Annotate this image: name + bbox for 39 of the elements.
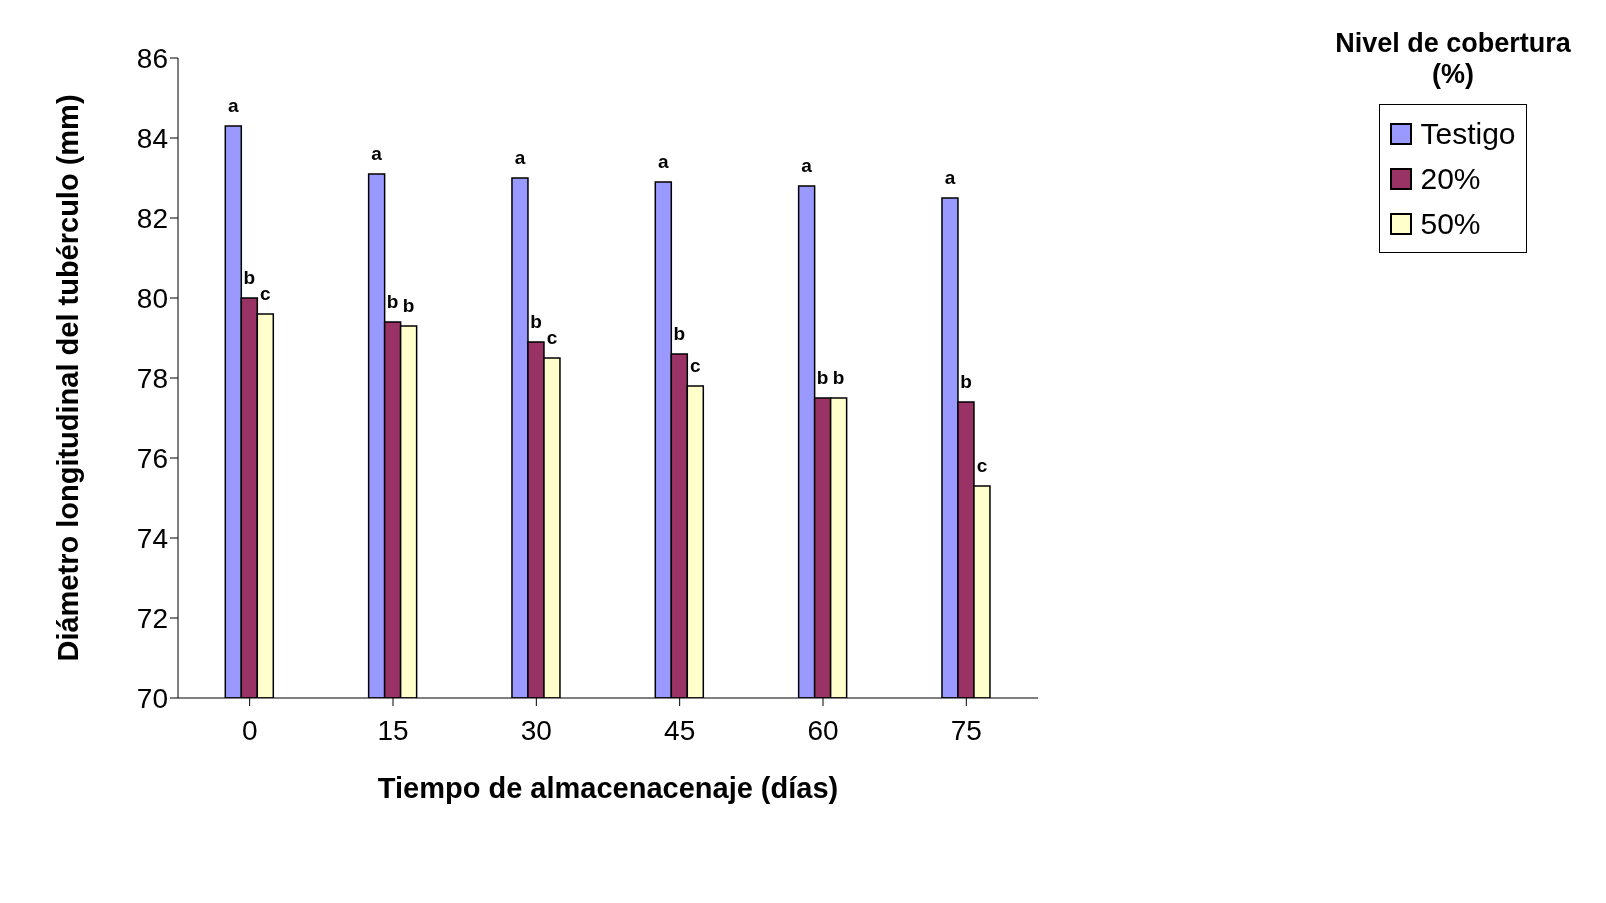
x-tick-label: 75 bbox=[950, 714, 982, 746]
data-label: b bbox=[832, 367, 845, 388]
y-tick-label: 76 bbox=[136, 442, 168, 474]
data-label: b bbox=[243, 267, 256, 288]
x-axis-title: Tiempo de almacenacenaje (días) bbox=[377, 772, 839, 804]
data-label: b bbox=[530, 311, 542, 332]
y-tick-label: 82 bbox=[136, 202, 168, 234]
data-label: c bbox=[260, 283, 272, 304]
legend-title: Nivel de cobertura (%) bbox=[1334, 28, 1572, 90]
data-label: b bbox=[960, 371, 972, 392]
x-tick-label: 0 bbox=[241, 714, 258, 746]
y-tick-label: 86 bbox=[136, 42, 168, 74]
x-tick-label: 15 bbox=[377, 714, 409, 746]
y-tick-label: 74 bbox=[136, 522, 168, 554]
data-label: c bbox=[546, 327, 558, 348]
x-tick-label: 60 bbox=[807, 714, 839, 746]
x-tick-label: 30 bbox=[520, 714, 552, 746]
data-label: a bbox=[658, 151, 670, 172]
data-label: a bbox=[371, 143, 383, 164]
data-label: a bbox=[228, 95, 240, 116]
y-tick-label: 72 bbox=[136, 602, 168, 634]
data-label: a bbox=[944, 167, 956, 188]
y-tick-label: 84 bbox=[136, 122, 168, 154]
y-tick-label: 70 bbox=[136, 682, 168, 714]
data-label: c bbox=[690, 355, 702, 376]
x-tick-label: 45 bbox=[664, 714, 696, 746]
legend-label: 50% bbox=[1420, 206, 1481, 241]
data-label: a bbox=[514, 147, 526, 168]
data-label: c bbox=[976, 455, 988, 476]
y-tick-label: 80 bbox=[136, 282, 168, 314]
y-axis-title: Diámetro longitudinal del tubérculo (mm) bbox=[52, 94, 85, 662]
data-label: b bbox=[816, 367, 829, 388]
legend-label: Testigo bbox=[1420, 116, 1516, 151]
data-label: a bbox=[801, 155, 813, 176]
data-label: b bbox=[402, 295, 415, 316]
data-label: b bbox=[386, 291, 399, 312]
y-tick-label: 78 bbox=[136, 362, 168, 394]
legend-label: 20% bbox=[1420, 161, 1481, 196]
data-label: b bbox=[673, 323, 686, 344]
